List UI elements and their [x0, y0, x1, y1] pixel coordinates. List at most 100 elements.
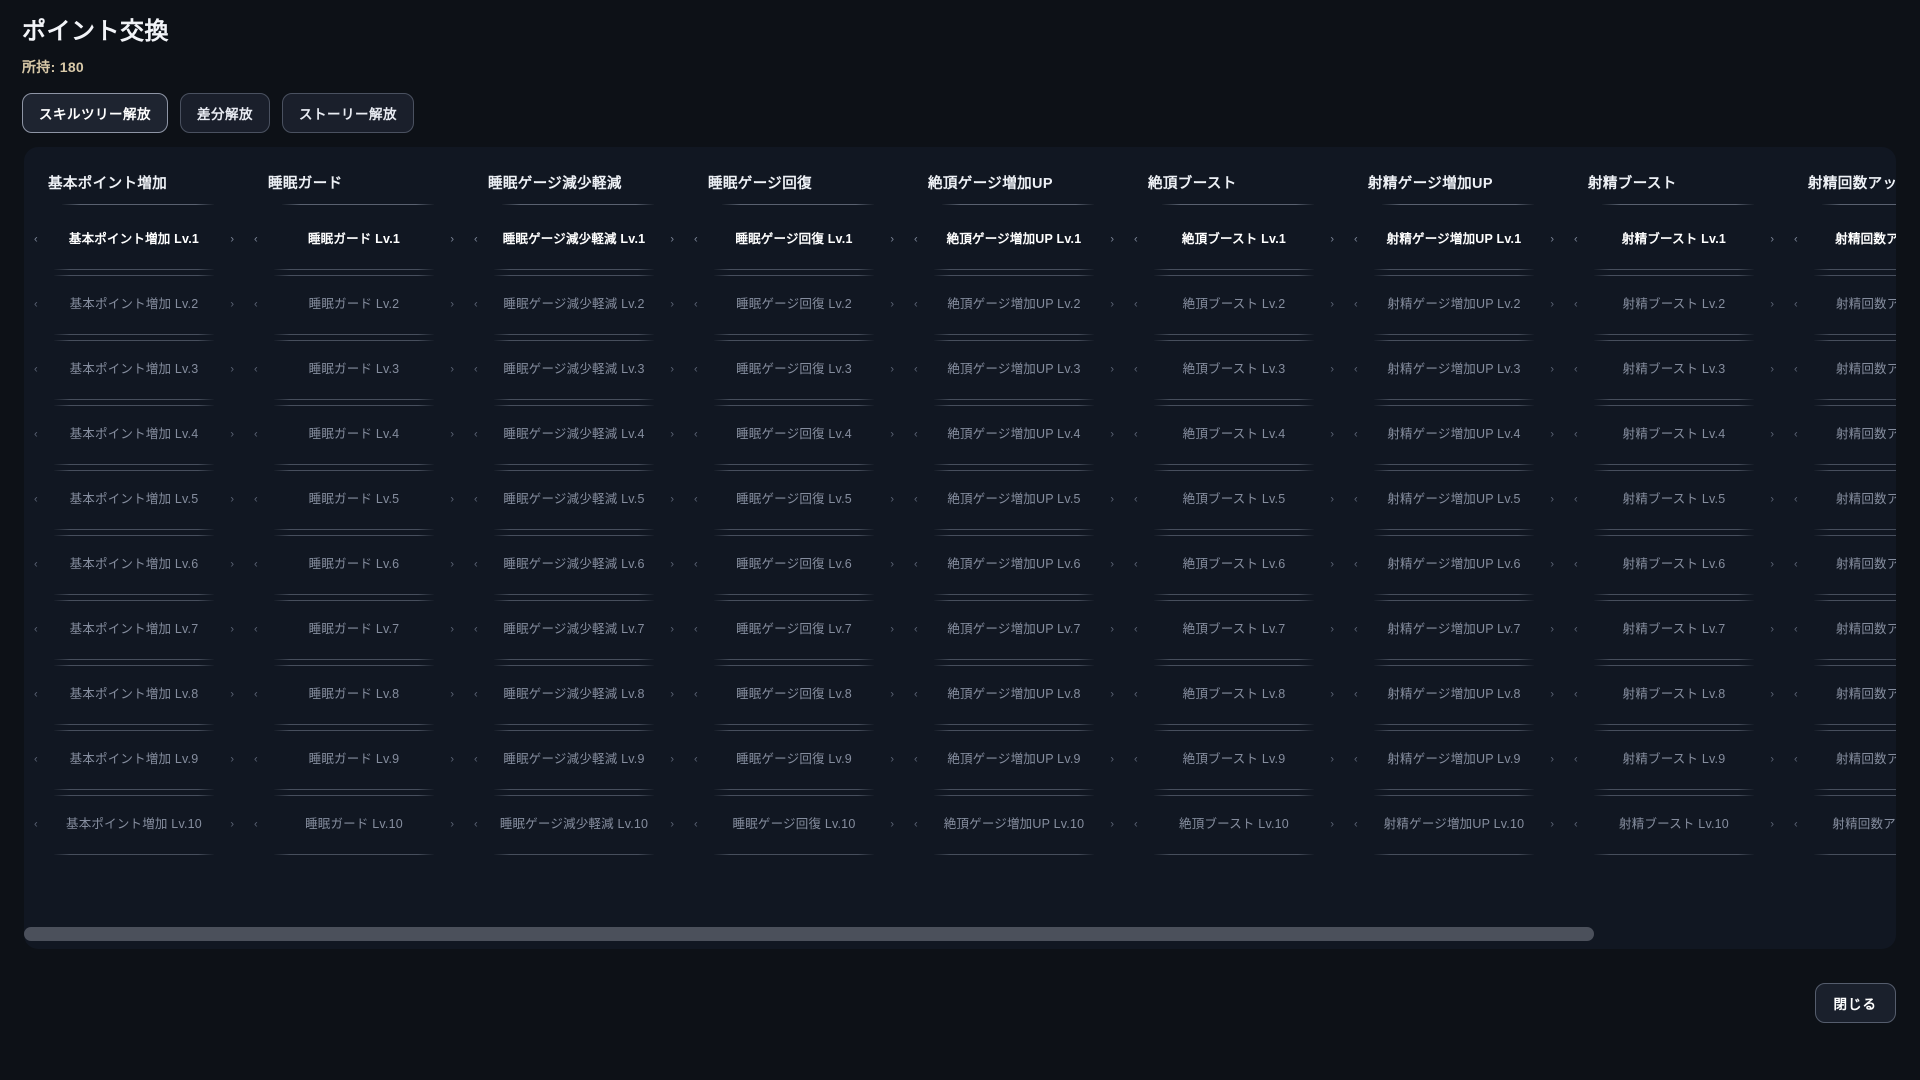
- skill-node[interactable]: ‹ 睡眠ゲージ減少軽減 Lv.10 ›: [472, 796, 676, 854]
- tab-story-unlock[interactable]: ストーリー解放: [282, 92, 414, 133]
- skill-node[interactable]: ‹ 射精ゲージ増加UP Lv.3 ›: [1352, 341, 1556, 399]
- skill-node[interactable]: ‹ 絶頂ゲージ増加UP Lv.10 ›: [912, 796, 1116, 854]
- skill-node[interactable]: ‹ 睡眠ガード Lv.7 ›: [252, 601, 456, 659]
- skill-node[interactable]: ‹射精回数アップ Lv.5›: [1792, 471, 1896, 529]
- skill-node[interactable]: ‹ 睡眠ゲージ回復 Lv.7 ›: [692, 601, 896, 659]
- skill-node[interactable]: ‹ 絶頂ブースト Lv.8 ›: [1132, 666, 1336, 724]
- skill-node[interactable]: ‹ 睡眠ゲージ回復 Lv.5 ›: [692, 471, 896, 529]
- skill-node[interactable]: ‹ 睡眠ゲージ減少軽減 Lv.4 ›: [472, 406, 676, 464]
- skill-node[interactable]: ‹ 基本ポイント増加 Lv.8 ›: [32, 666, 236, 724]
- skill-node[interactable]: ‹ 睡眠ガード Lv.9 ›: [252, 731, 456, 789]
- skill-node[interactable]: ‹ 睡眠ゲージ回復 Lv.1 ›: [692, 211, 896, 269]
- skill-node[interactable]: ‹射精回数アップ Lv.6›: [1792, 536, 1896, 594]
- skill-node[interactable]: ‹ 睡眠ゲージ回復 Lv.3 ›: [692, 341, 896, 399]
- skill-node[interactable]: ‹ 基本ポイント増加 Lv.4 ›: [32, 406, 236, 464]
- skill-node[interactable]: ‹ 射精ブースト Lv.9 ›: [1572, 731, 1776, 789]
- skill-node[interactable]: ‹ 射精ゲージ増加UP Lv.8 ›: [1352, 666, 1556, 724]
- skill-node[interactable]: ‹ 睡眠ガード Lv.3 ›: [252, 341, 456, 399]
- skill-node[interactable]: ‹ 絶頂ブースト Lv.6 ›: [1132, 536, 1336, 594]
- skill-node[interactable]: ‹ 睡眠ゲージ減少軽減 Lv.2 ›: [472, 276, 676, 334]
- skill-node[interactable]: ‹射精回数アップ Lv.3›: [1792, 341, 1896, 399]
- skill-node[interactable]: ‹ 射精ブースト Lv.4 ›: [1572, 406, 1776, 464]
- skill-node[interactable]: ‹ 睡眠ガード Lv.2 ›: [252, 276, 456, 334]
- skill-node[interactable]: ‹射精回数アップ Lv.9›: [1792, 731, 1896, 789]
- skill-node[interactable]: ‹ 睡眠ガード Lv.8 ›: [252, 666, 456, 724]
- skill-node[interactable]: ‹ 射精ブースト Lv.3 ›: [1572, 341, 1776, 399]
- skill-node[interactable]: ‹ 射精ブースト Lv.10 ›: [1572, 796, 1776, 854]
- skill-node[interactable]: ‹ 射精ゲージ増加UP Lv.6 ›: [1352, 536, 1556, 594]
- skill-node[interactable]: ‹ 基本ポイント増加 Lv.3 ›: [32, 341, 236, 399]
- skill-node[interactable]: ‹ 射精ゲージ増加UP Lv.7 ›: [1352, 601, 1556, 659]
- skill-node[interactable]: ‹ 射精ブースト Lv.2 ›: [1572, 276, 1776, 334]
- skill-node[interactable]: ‹ 絶頂ゲージ増加UP Lv.9 ›: [912, 731, 1116, 789]
- skill-node[interactable]: ‹射精回数アップ Lv.10›: [1792, 796, 1896, 854]
- horizontal-scrollbar-track[interactable]: [24, 927, 1896, 941]
- tab-variant-unlock[interactable]: 差分解放: [180, 92, 270, 133]
- skill-node[interactable]: ‹ 絶頂ブースト Lv.3 ›: [1132, 341, 1336, 399]
- skill-node[interactable]: ‹ 睡眠ゲージ回復 Lv.10 ›: [692, 796, 896, 854]
- skill-node[interactable]: ‹ 射精ブースト Lv.7 ›: [1572, 601, 1776, 659]
- skill-node[interactable]: ‹ 絶頂ゲージ増加UP Lv.6 ›: [912, 536, 1116, 594]
- skill-node[interactable]: ‹ 睡眠ガード Lv.4 ›: [252, 406, 456, 464]
- skill-node[interactable]: ‹ 絶頂ゲージ増加UP Lv.3 ›: [912, 341, 1116, 399]
- skill-node[interactable]: ‹ 睡眠ガード Lv.1 ›: [252, 211, 456, 269]
- skill-node[interactable]: ‹射精回数アップ Lv.7›: [1792, 601, 1896, 659]
- skill-node[interactable]: ‹ 絶頂ブースト Lv.10 ›: [1132, 796, 1336, 854]
- skill-node[interactable]: ‹ 絶頂ゲージ増加UP Lv.7 ›: [912, 601, 1116, 659]
- skill-node[interactable]: ‹ 基本ポイント増加 Lv.7 ›: [32, 601, 236, 659]
- skill-node[interactable]: ‹ 絶頂ゲージ増加UP Lv.5 ›: [912, 471, 1116, 529]
- skill-node[interactable]: ‹ 睡眠ガード Lv.6 ›: [252, 536, 456, 594]
- skill-node[interactable]: ‹ 射精ブースト Lv.5 ›: [1572, 471, 1776, 529]
- close-button[interactable]: 閉じる: [1814, 983, 1896, 1023]
- horizontal-scrollbar-thumb[interactable]: [24, 927, 1594, 941]
- skill-node[interactable]: ‹ 射精ゲージ増加UP Lv.2 ›: [1352, 276, 1556, 334]
- skill-node[interactable]: ‹ 睡眠ゲージ減少軽減 Lv.9 ›: [472, 731, 676, 789]
- skill-node[interactable]: ‹ 射精ブースト Lv.1 ›: [1572, 211, 1776, 269]
- skill-node[interactable]: ‹ 射精ゲージ増加UP Lv.1 ›: [1352, 211, 1556, 269]
- skill-node-label: 射精ブースト Lv.7: [1622, 622, 1726, 637]
- skill-node[interactable]: ‹ 基本ポイント増加 Lv.9 ›: [32, 731, 236, 789]
- skill-node[interactable]: ‹ 射精ゲージ増加UP Lv.5 ›: [1352, 471, 1556, 529]
- skill-node[interactable]: ‹ 睡眠ゲージ減少軽減 Lv.6 ›: [472, 536, 676, 594]
- skill-node[interactable]: ‹ 絶頂ゲージ増加UP Lv.4 ›: [912, 406, 1116, 464]
- node-divider: [1132, 788, 1336, 796]
- skill-node[interactable]: ‹ 睡眠ゲージ減少軽減 Lv.8 ›: [472, 666, 676, 724]
- skill-node[interactable]: ‹ 射精ブースト Lv.8 ›: [1572, 666, 1776, 724]
- skill-node[interactable]: ‹ 射精ブースト Lv.6 ›: [1572, 536, 1776, 594]
- skill-node[interactable]: ‹ 絶頂ブースト Lv.4 ›: [1132, 406, 1336, 464]
- skill-node[interactable]: ‹ 絶頂ブースト Lv.9 ›: [1132, 731, 1336, 789]
- skill-node[interactable]: ‹ 睡眠ゲージ回復 Lv.6 ›: [692, 536, 896, 594]
- node-divider: [692, 268, 896, 276]
- skill-node[interactable]: ‹射精回数アップ Lv.4›: [1792, 406, 1896, 464]
- skill-node[interactable]: ‹ 絶頂ゲージ増加UP Lv.2 ›: [912, 276, 1116, 334]
- skill-node[interactable]: ‹ 睡眠ゲージ回復 Lv.4 ›: [692, 406, 896, 464]
- skill-node[interactable]: ‹ 射精ゲージ増加UP Lv.10 ›: [1352, 796, 1556, 854]
- skill-node[interactable]: ‹ 絶頂ブースト Lv.2 ›: [1132, 276, 1336, 334]
- skill-node[interactable]: ‹射精回数アップ Lv.2›: [1792, 276, 1896, 334]
- tab-skill-tree-unlock[interactable]: スキルツリー解放: [22, 92, 168, 133]
- skill-node[interactable]: ‹ 射精ゲージ増加UP Lv.4 ›: [1352, 406, 1556, 464]
- skill-node[interactable]: ‹ 基本ポイント増加 Lv.5 ›: [32, 471, 236, 529]
- skill-node[interactable]: ‹ 睡眠ガード Lv.5 ›: [252, 471, 456, 529]
- skill-node[interactable]: ‹ 睡眠ゲージ回復 Lv.9 ›: [692, 731, 896, 789]
- skill-node[interactable]: ‹射精回数アップ Lv.1›: [1792, 211, 1896, 269]
- skill-node[interactable]: ‹ 睡眠ガード Lv.10 ›: [252, 796, 456, 854]
- skill-node[interactable]: ‹ 基本ポイント増加 Lv.6 ›: [32, 536, 236, 594]
- skill-node[interactable]: ‹射精回数アップ Lv.8›: [1792, 666, 1896, 724]
- skill-node[interactable]: ‹ 睡眠ゲージ減少軽減 Lv.1 ›: [472, 211, 676, 269]
- skill-node[interactable]: ‹ 絶頂ゲージ増加UP Lv.1 ›: [912, 211, 1116, 269]
- skill-node[interactable]: ‹ 絶頂ブースト Lv.5 ›: [1132, 471, 1336, 529]
- skill-node[interactable]: ‹ 睡眠ゲージ回復 Lv.8 ›: [692, 666, 896, 724]
- skill-node[interactable]: ‹ 射精ゲージ増加UP Lv.9 ›: [1352, 731, 1556, 789]
- skill-node[interactable]: ‹ 睡眠ゲージ減少軽減 Lv.7 ›: [472, 601, 676, 659]
- skill-node[interactable]: ‹ 睡眠ゲージ回復 Lv.2 ›: [692, 276, 896, 334]
- skill-node[interactable]: ‹ 絶頂ブースト Lv.1 ›: [1132, 211, 1336, 269]
- skill-node[interactable]: ‹ 基本ポイント増加 Lv.2 ›: [32, 276, 236, 334]
- panel-scroll-viewport[interactable]: 基本ポイント増加 ‹ 基本ポイント増加 Lv.1 › ‹ 基本ポイント増加 Lv.2 › ‹ 基…: [24, 147, 1896, 919]
- skill-node[interactable]: ‹ 絶頂ゲージ増加UP Lv.8 ›: [912, 666, 1116, 724]
- skill-node[interactable]: ‹ 基本ポイント増加 Lv.10 ›: [32, 796, 236, 854]
- skill-node[interactable]: ‹ 絶頂ブースト Lv.7 ›: [1132, 601, 1336, 659]
- skill-node[interactable]: ‹ 基本ポイント増加 Lv.1 ›: [32, 211, 236, 269]
- skill-node[interactable]: ‹ 睡眠ゲージ減少軽減 Lv.3 ›: [472, 341, 676, 399]
- skill-node[interactable]: ‹ 睡眠ゲージ減少軽減 Lv.5 ›: [472, 471, 676, 529]
